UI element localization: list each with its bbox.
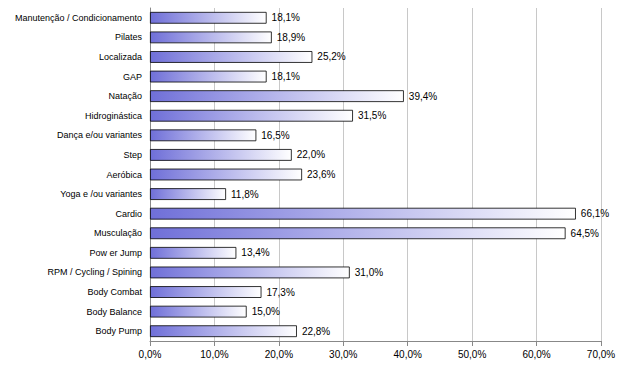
- svg-text:15,0%: 15,0%: [252, 306, 280, 317]
- svg-text:Manutenção / Condicionamento: Manutenção / Condicionamento: [15, 13, 142, 23]
- svg-text:Hidroginástica: Hidroginástica: [85, 111, 142, 121]
- svg-text:RPM / Cycling / Spining: RPM / Cycling / Spining: [47, 267, 142, 277]
- svg-text:50,0%: 50,0%: [458, 349, 486, 360]
- svg-text:64,5%: 64,5%: [571, 228, 599, 239]
- svg-text:10,0%: 10,0%: [200, 349, 228, 360]
- svg-text:Localizada: Localizada: [99, 52, 142, 62]
- svg-text:GAP: GAP: [123, 72, 142, 82]
- svg-text:11,8%: 11,8%: [231, 189, 259, 200]
- svg-text:Body Pump: Body Pump: [95, 326, 142, 336]
- svg-text:Pilates: Pilates: [115, 32, 143, 42]
- svg-text:30,0%: 30,0%: [329, 349, 357, 360]
- svg-text:40,0%: 40,0%: [394, 349, 422, 360]
- svg-text:70,0%: 70,0%: [587, 349, 615, 360]
- svg-text:Natação: Natação: [108, 91, 142, 101]
- svg-text:Yoga e /ou variantes: Yoga e /ou variantes: [60, 189, 142, 199]
- svg-text:Body Balance: Body Balance: [86, 307, 142, 317]
- svg-text:Aeróbica: Aeróbica: [106, 170, 142, 180]
- svg-text:Dança e/ou variantes: Dança e/ou variantes: [57, 130, 143, 140]
- svg-text:Musculação: Musculação: [94, 228, 142, 238]
- svg-text:0,0%: 0,0%: [139, 349, 162, 360]
- svg-text:18,1%: 18,1%: [272, 71, 300, 82]
- svg-text:60,0%: 60,0%: [522, 349, 550, 360]
- svg-text:22,0%: 22,0%: [297, 149, 325, 160]
- svg-text:31,5%: 31,5%: [358, 110, 386, 121]
- svg-text:20,0%: 20,0%: [265, 349, 293, 360]
- svg-text:31,0%: 31,0%: [355, 267, 383, 278]
- svg-text:13,4%: 13,4%: [241, 247, 269, 258]
- svg-text:Step: Step: [123, 150, 142, 160]
- svg-text:17,3%: 17,3%: [266, 287, 294, 298]
- svg-text:39,4%: 39,4%: [409, 91, 437, 102]
- svg-text:Pow er Jump: Pow er Jump: [89, 248, 142, 258]
- svg-text:16,5%: 16,5%: [261, 130, 289, 141]
- svg-text:18,9%: 18,9%: [277, 32, 305, 43]
- svg-text:66,1%: 66,1%: [581, 208, 609, 219]
- svg-text:Cardio: Cardio: [115, 209, 142, 219]
- svg-text:18,1%: 18,1%: [272, 12, 300, 23]
- svg-text:22,8%: 22,8%: [302, 326, 330, 337]
- svg-text:25,2%: 25,2%: [317, 51, 345, 62]
- svg-text:Body Combat: Body Combat: [87, 287, 142, 297]
- svg-text:23,6%: 23,6%: [307, 169, 335, 180]
